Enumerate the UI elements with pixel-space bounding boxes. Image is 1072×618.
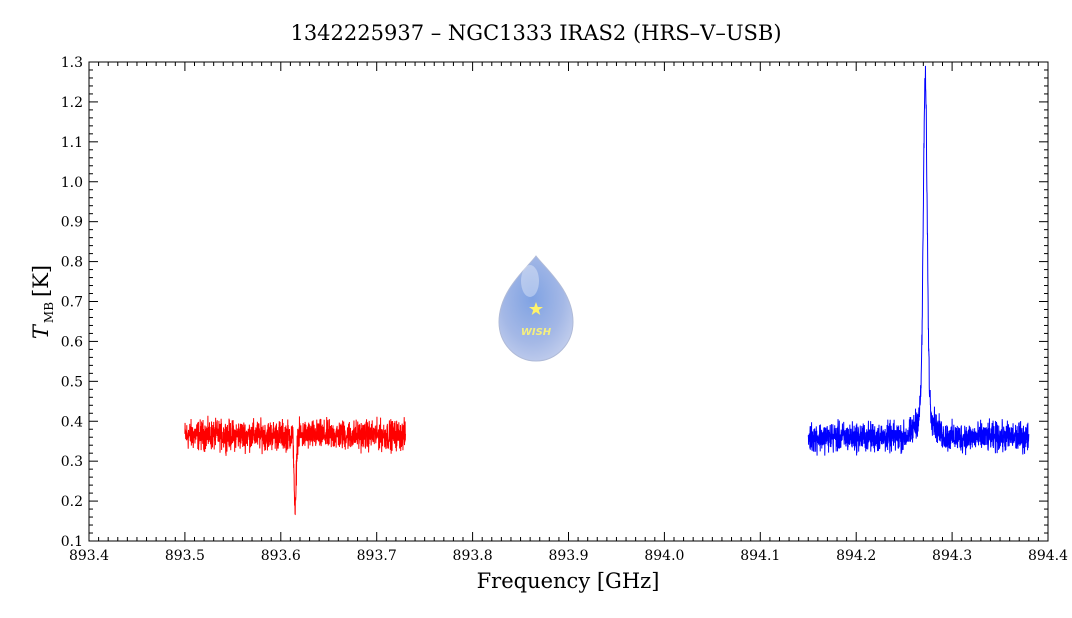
y-tick-label: 0.9 [61,215,83,231]
y-tick-label: 0.6 [61,334,83,350]
star-icon [529,302,543,315]
y-tick-label: 1.0 [61,175,83,191]
logo-text: WISH [521,327,552,338]
series-red-line [184,415,406,516]
x-tick-label: 894.2 [836,548,876,564]
x-tick-label: 893.4 [69,548,109,564]
y-axis-label-main: T [29,323,53,339]
y-tick-label: 0.3 [61,454,83,470]
y-tick-label: 0.5 [61,374,83,390]
tick-marks [89,62,1048,541]
x-tick-label: 893.5 [165,548,205,564]
x-tick-label: 894.4 [1028,548,1068,564]
y-tick-label: 0.4 [61,414,83,430]
wish-logo: WISH [498,255,574,362]
x-tick-label: 893.7 [357,548,397,564]
x-tick-labels: 893.4 893.5 893.6 893.7 893.8 893.9 894.0 894.1… [69,548,1068,564]
y-tick-labels: 0.1 0.2 0.3 0.4 0.5 0.6 0.7 0.8 0.9 1.0 1.1 1.2 1.3 [61,55,83,550]
chart-title: 1342225937 – NGC1333 IRAS2 (HRS–V–USB) [290,21,781,45]
series-blue-line [807,65,1030,456]
x-tick-label: 893.9 [548,548,588,564]
y-tick-label: 1.3 [61,55,83,71]
x-tick-label: 894.0 [644,548,684,564]
x-tick-label: 894.3 [932,548,972,564]
y-tick-label: 0.2 [61,494,83,510]
x-tick-label: 893.8 [453,548,493,564]
x-axis-label: Frequency [GHz] [477,569,660,593]
x-tick-label: 894.1 [740,548,780,564]
y-tick-label: 1.2 [61,95,83,111]
x-tick-label: 893.6 [261,548,301,564]
y-axis-label-unit: [K] [29,265,53,297]
y-tick-label: 1.1 [61,135,83,151]
y-tick-label: 0.8 [61,255,83,271]
drop-highlight [521,265,539,297]
y-tick-label: 0.7 [61,295,83,311]
y-tick-label: 0.1 [61,534,83,550]
y-axis-label-sub: MB [42,302,56,323]
y-axis-label: TMB [K] [29,265,56,339]
